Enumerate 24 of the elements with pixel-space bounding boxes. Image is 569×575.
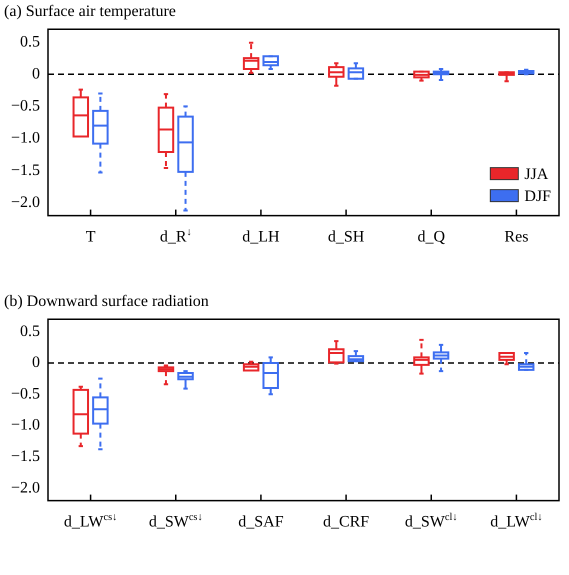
x-tick-label: d_Q: [417, 228, 446, 246]
y-tick-label: 0: [32, 354, 40, 372]
x-tick-label: d_R↓: [160, 227, 192, 246]
x-tick-label: d_LH: [242, 228, 280, 246]
y-tick-label: −1.0: [10, 416, 40, 434]
x-tick-label: d_CRF: [322, 514, 370, 531]
y-tick-label: −2.0: [10, 194, 40, 211]
chart-title: (b) Downward surface radiation: [4, 292, 209, 310]
y-tick-label: −0.5: [10, 98, 40, 115]
x-tick-label: T: [86, 228, 96, 246]
legend-label: DJF: [524, 188, 552, 205]
y-tick-label: −1.0: [10, 130, 40, 147]
legend-label: JJA: [524, 166, 549, 183]
x-tick-label: d_SAF: [238, 514, 284, 531]
x-tick-label: Res: [504, 228, 528, 246]
y-tick-label: −1.5: [10, 162, 40, 179]
y-tick-label: −2.0: [10, 479, 40, 496]
y-tick-label: 0.5: [20, 33, 40, 50]
y-tick-label: −0.5: [10, 385, 40, 402]
y-tick-label: 0.5: [20, 322, 40, 340]
x-tick-label: d_SH: [328, 228, 365, 246]
y-tick-label: 0: [32, 65, 40, 82]
chart-title: (a) Surface air temperature: [4, 2, 176, 20]
y-tick-label: −1.5: [10, 448, 40, 466]
